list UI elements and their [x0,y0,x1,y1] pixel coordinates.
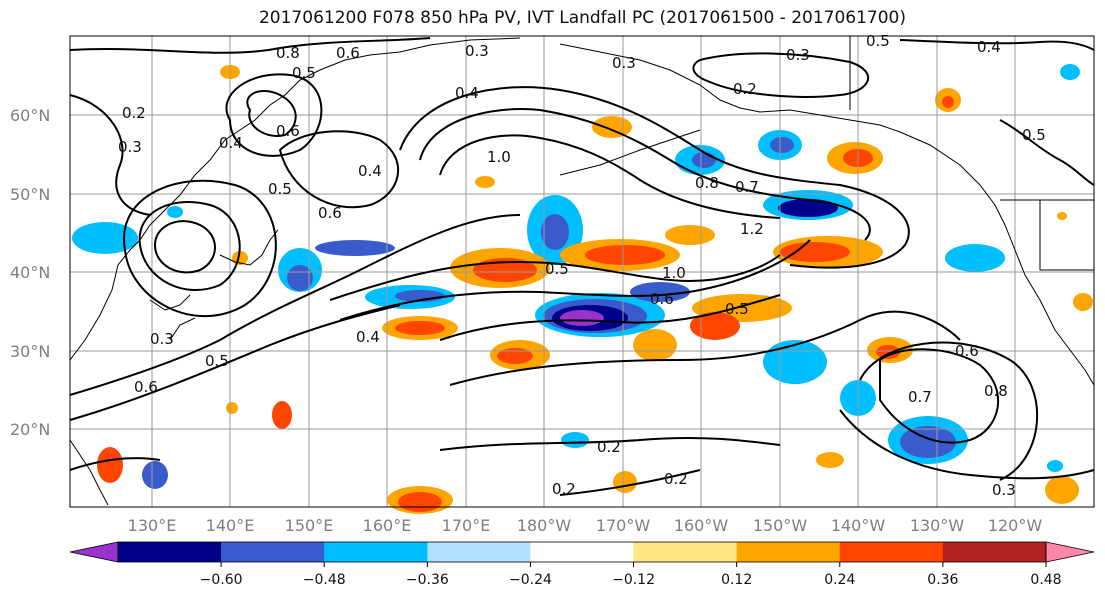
contour-label: 0.6 [134,378,158,396]
contour-label: 0.6 [336,44,360,62]
contour-label: 0.5 [292,64,316,82]
contour-label: 0.4 [219,134,243,152]
colorbar-bin [530,542,635,562]
lat-label: 30°N [10,342,50,361]
lon-label: 140°W [831,516,886,535]
lon-label: 160°W [674,516,729,535]
contour-label: 0.6 [318,204,342,222]
colorbar-tick-label: 0.36 [927,572,958,588]
contour-label: 0.5 [866,32,890,50]
colorbar-bin [118,542,222,562]
colorbar-bin [427,542,531,562]
longitude-labels: 130°E 140°E 150°E 160°E 170°E 180°W 170°… [128,516,1043,535]
contour-label-group: 0.8 0.6 0.5 0.3 0.2 0.3 0.4 0.6 0.4 0.5 … [118,32,1046,499]
contour-label: 1.0 [487,148,511,166]
contour-label: 0.6 [276,122,300,140]
contour-label: 0.5 [268,180,292,198]
lon-label: 180°W [517,516,572,535]
colorbar-extend-low [69,541,119,563]
contour-label: 0.3 [150,330,174,348]
contour-label: 0.8 [984,382,1008,400]
contour-label: 0.4 [977,38,1001,56]
map-plot-area: 0.8 0.6 0.5 0.3 0.2 0.3 0.4 0.6 0.4 0.5 … [69,32,1095,514]
contour-label: 0.8 [276,44,300,62]
colorbar-tick-label: 0.48 [1030,572,1061,588]
colorbar-tick-label: −0.48 [303,572,346,588]
colorbar-frame [117,541,1047,563]
lon-label: 150°W [753,516,808,535]
map-gridlines [70,36,1094,507]
contour-label: 0.3 [465,42,489,60]
lon-label: 120°W [988,516,1043,535]
pv-anomaly-shading [72,64,1093,514]
contour-label: 0.6 [650,290,674,308]
contour-label: 0.2 [664,470,688,488]
lat-label: 50°N [10,185,50,204]
contour-label: 0.7 [735,178,759,196]
colorbar-bin [324,542,428,562]
contour-label: 0.2 [552,480,576,498]
colorbar-tick-label: −0.12 [612,572,655,588]
pv-contours [69,37,1095,496]
map-title: 2017061200 F078 850 hPa PV, IVT Landfall… [258,8,906,28]
lon-label: 130°W [910,516,965,535]
colorbar-bin [736,542,841,562]
contour-label: 0.2 [733,80,757,98]
contour-label: 0.5 [545,260,569,278]
colorbar-tick-label: −0.24 [509,572,552,588]
lat-label: 20°N [10,420,50,439]
contour-label: 0.2 [122,104,146,122]
latitude-labels: 60°N 50°N 40°N 30°N 20°N [10,106,50,439]
colorbar: −0.60 −0.48 −0.36 −0.24 −0.12 0.12 0.24 0.36 0.4… [69,541,1095,588]
contour-label: 0.3 [992,481,1016,499]
contour-label: 0.4 [358,162,382,180]
lon-label: 150°E [285,516,334,535]
lon-label: 160°E [363,516,412,535]
colorbar-tick-label: 0.24 [824,572,855,588]
colorbar-tick-label: −0.36 [406,572,449,588]
contour-label: 1.2 [740,220,764,238]
contour-label: 0.4 [356,328,380,346]
contour-label: 0.5 [205,352,229,370]
contour-label: 0.7 [908,388,932,406]
colorbar-bin [942,542,1047,562]
map-frame [69,35,1095,508]
colorbar-bin [839,542,944,562]
contour-label: 0.5 [725,300,749,318]
colorbar-tick-label: 0.12 [721,572,752,588]
contour-label: 0.5 [1022,126,1046,144]
lon-label: 140°E [206,516,255,535]
contour-label: 0.6 [955,342,979,360]
contour-label: 0.2 [597,438,621,456]
lat-label: 60°N [10,106,50,125]
lon-label: 130°E [128,516,177,535]
lat-label: 40°N [10,263,50,282]
colorbar-tick-label: −0.60 [200,572,243,588]
lon-label: 170°E [442,516,491,535]
lon-label: 170°W [596,516,651,535]
colorbar-extend-high [1045,541,1095,563]
contour-label: 0.3 [612,54,636,72]
contour-label: 0.3 [786,46,810,64]
contour-label: 0.4 [455,84,479,102]
contour-label: 0.3 [118,138,142,156]
colorbar-bin [633,542,738,562]
contour-label: 1.0 [662,264,686,282]
contour-label: 0.8 [695,174,719,192]
colorbar-bin [221,542,325,562]
